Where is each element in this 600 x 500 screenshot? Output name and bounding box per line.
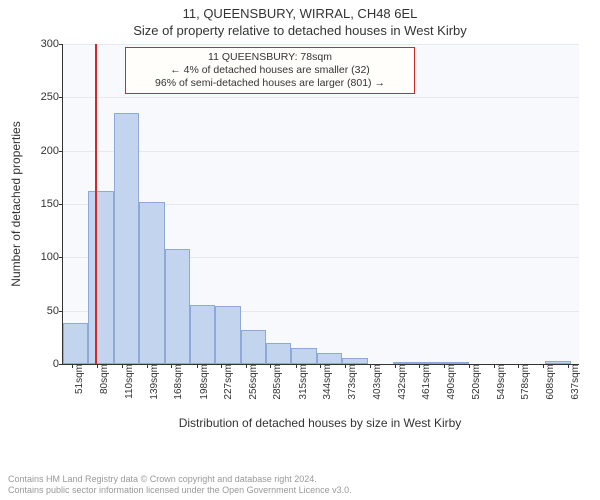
attribution-text: Contains HM Land Registry data © Crown c…: [8, 474, 352, 496]
x-tick-label: 198sqm: [197, 364, 210, 400]
histogram-bar: [139, 202, 164, 364]
attribution-line: Contains public sector information licen…: [8, 485, 352, 496]
x-tick-label: 315sqm: [296, 364, 309, 400]
y-axis-label: Number of detached properties: [9, 121, 23, 286]
x-tick-label: 490sqm: [444, 364, 457, 400]
x-tick-label: 403sqm: [370, 364, 383, 400]
x-tick-label: 285sqm: [270, 364, 283, 400]
info-box-line: ← 4% of detached houses are smaller (32): [132, 64, 408, 77]
histogram-bar: [88, 191, 113, 364]
histogram-bar: [215, 306, 240, 364]
histogram-bar: [190, 305, 215, 364]
histogram-bar: [165, 249, 190, 364]
histogram-bar: [114, 113, 139, 364]
info-box-line: 96% of semi-detached houses are larger (…: [132, 77, 408, 90]
histogram-bar: [63, 323, 88, 364]
x-tick-label: 578sqm: [518, 364, 531, 400]
histogram-bar: [291, 348, 316, 364]
info-box-line: 11 QUEENSBURY: 78sqm: [132, 51, 408, 64]
x-tick-label: 432sqm: [395, 364, 408, 400]
histogram-bar: [241, 330, 266, 364]
x-tick-label: 344sqm: [320, 364, 333, 400]
x-tick-label: 256sqm: [246, 364, 259, 400]
x-tick-label: 139sqm: [147, 364, 160, 400]
x-tick-label: 80sqm: [97, 364, 110, 394]
x-tick-label: 637sqm: [568, 364, 581, 400]
x-tick-label: 110sqm: [122, 364, 135, 399]
attribution-line: Contains HM Land Registry data © Crown c…: [8, 474, 352, 485]
x-tick-label: 51sqm: [72, 364, 85, 394]
x-tick-label: 168sqm: [171, 364, 184, 400]
x-axis-label: Distribution of detached houses by size …: [179, 416, 462, 430]
page-subtitle: Size of property relative to detached ho…: [0, 21, 600, 38]
histogram-bar: [317, 353, 342, 364]
x-tick-label: 227sqm: [221, 364, 234, 400]
x-tick-label: 549sqm: [494, 364, 507, 400]
property-info-box: 11 QUEENSBURY: 78sqm← 4% of detached hou…: [125, 47, 415, 94]
x-tick-label: 520sqm: [469, 364, 482, 400]
property-marker-line: [95, 44, 97, 364]
histogram-plot: 05010015020025030051sqm80sqm110sqm139sqm…: [62, 44, 579, 365]
x-tick-label: 461sqm: [419, 364, 432, 400]
page-title: 11, QUEENSBURY, WIRRAL, CH48 6EL: [0, 0, 600, 21]
histogram-bar: [266, 343, 291, 364]
x-tick-label: 608sqm: [543, 364, 556, 400]
x-tick-label: 373sqm: [345, 364, 358, 400]
